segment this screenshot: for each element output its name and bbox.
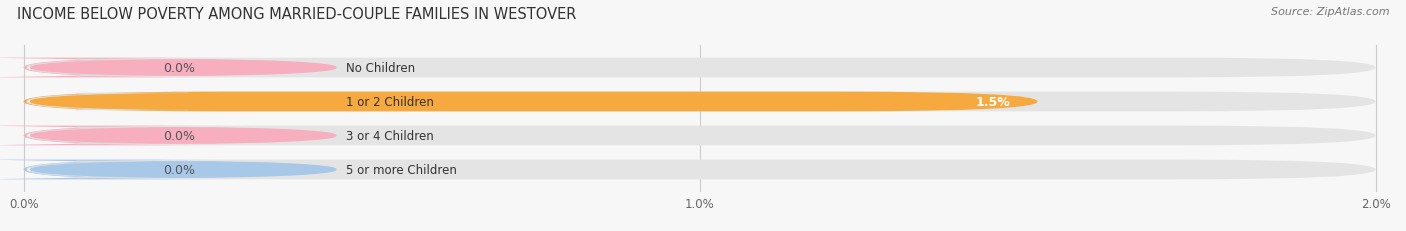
Text: 0.0%: 0.0% bbox=[163, 62, 195, 75]
FancyBboxPatch shape bbox=[0, 160, 219, 179]
FancyBboxPatch shape bbox=[27, 162, 236, 178]
FancyBboxPatch shape bbox=[24, 58, 1375, 78]
FancyBboxPatch shape bbox=[27, 94, 236, 110]
Text: INCOME BELOW POVERTY AMONG MARRIED-COUPLE FAMILIES IN WESTOVER: INCOME BELOW POVERTY AMONG MARRIED-COUPL… bbox=[17, 7, 576, 22]
FancyBboxPatch shape bbox=[24, 126, 1375, 146]
FancyBboxPatch shape bbox=[27, 60, 236, 76]
FancyBboxPatch shape bbox=[24, 92, 1375, 112]
Circle shape bbox=[31, 94, 336, 110]
FancyBboxPatch shape bbox=[24, 92, 1038, 112]
Text: 0.0%: 0.0% bbox=[163, 163, 195, 176]
Circle shape bbox=[31, 61, 336, 76]
Text: 3 or 4 Children: 3 or 4 Children bbox=[346, 129, 433, 142]
Text: 0.0%: 0.0% bbox=[163, 129, 195, 142]
FancyBboxPatch shape bbox=[27, 128, 236, 144]
Text: No Children: No Children bbox=[346, 62, 415, 75]
Text: 1 or 2 Children: 1 or 2 Children bbox=[346, 96, 434, 109]
FancyBboxPatch shape bbox=[24, 160, 1375, 179]
Text: Source: ZipAtlas.com: Source: ZipAtlas.com bbox=[1271, 7, 1389, 17]
FancyBboxPatch shape bbox=[0, 58, 219, 78]
Text: 1.5%: 1.5% bbox=[976, 96, 1011, 109]
Circle shape bbox=[31, 162, 336, 177]
FancyBboxPatch shape bbox=[0, 126, 219, 146]
Text: 5 or more Children: 5 or more Children bbox=[346, 163, 457, 176]
Circle shape bbox=[31, 128, 336, 143]
